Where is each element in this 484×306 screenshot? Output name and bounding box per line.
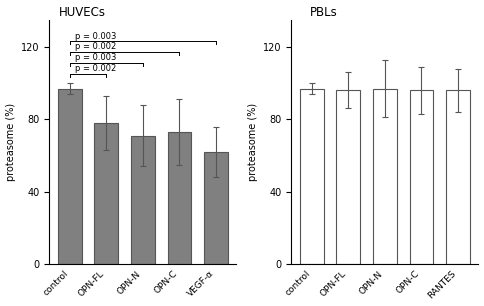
Text: p = 0.002: p = 0.002 (75, 64, 117, 73)
Bar (167, 132, 191, 264)
Bar (336, 90, 360, 264)
Bar (131, 136, 155, 264)
Bar (409, 90, 433, 264)
Text: p = 0.002: p = 0.002 (75, 43, 117, 51)
Text: PBLs: PBLs (310, 6, 338, 19)
Y-axis label: proteasome (%): proteasome (%) (5, 103, 15, 181)
Bar (446, 90, 470, 264)
Bar (58, 88, 82, 264)
Bar (300, 88, 324, 264)
Y-axis label: proteasome (%): proteasome (%) (247, 103, 257, 181)
Text: p = 0.003: p = 0.003 (75, 53, 117, 62)
Text: HUVECs: HUVECs (59, 6, 106, 19)
Bar (94, 123, 118, 264)
Bar (373, 88, 397, 264)
Text: p = 0.003: p = 0.003 (75, 32, 117, 40)
Bar (204, 152, 228, 264)
